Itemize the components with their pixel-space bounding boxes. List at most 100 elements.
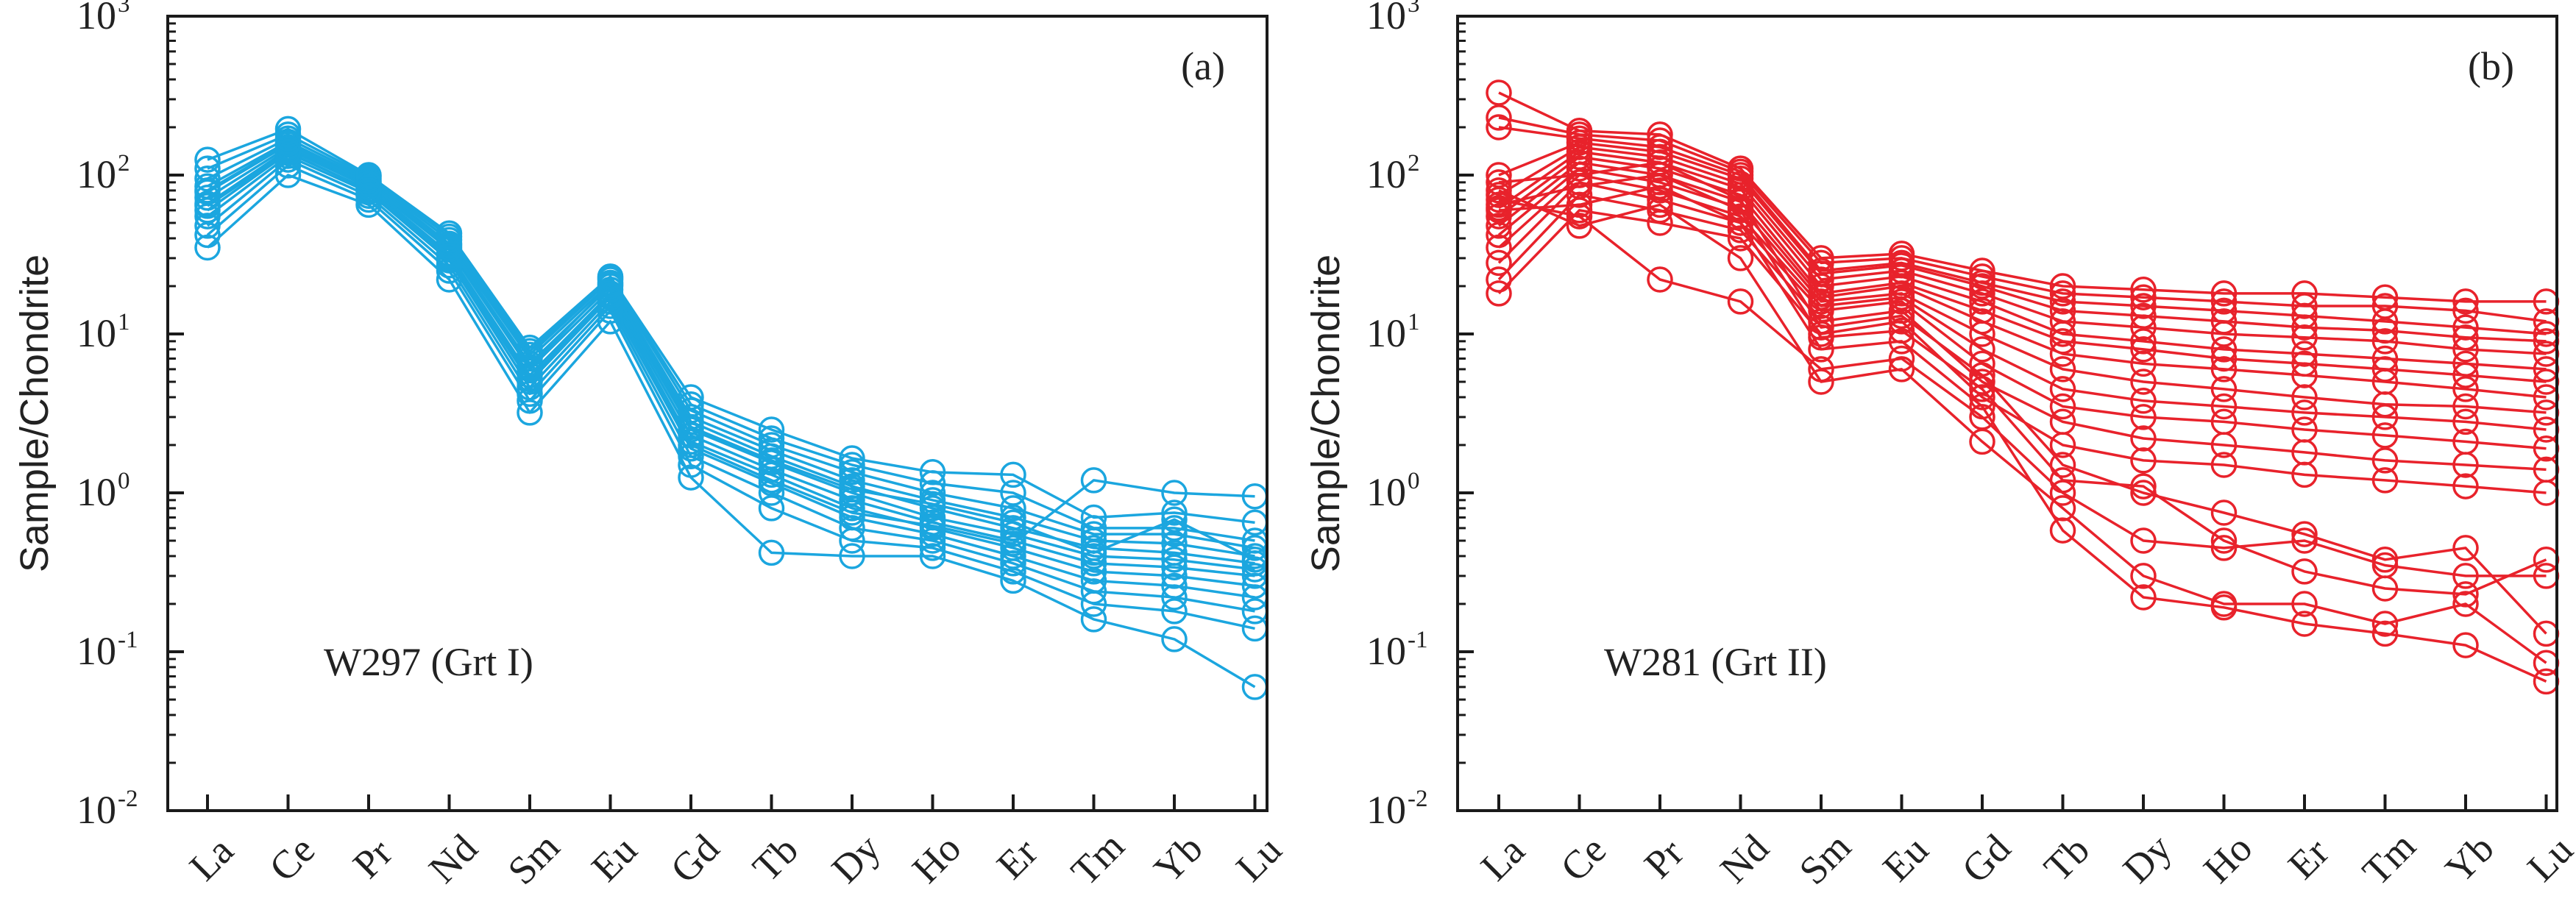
data-point-marker [678, 397, 704, 424]
y-tick-label: 10 [77, 629, 116, 673]
series-line [1498, 161, 2547, 635]
data-point-marker [1647, 210, 1673, 236]
data-point-marker [194, 146, 221, 173]
data-point-marker [2371, 356, 2399, 383]
series-line [206, 164, 1255, 630]
data-point-marker [1808, 314, 1834, 341]
data-point-marker [1969, 362, 1995, 388]
series-line [206, 154, 1255, 599]
data-point-marker [1808, 336, 1834, 363]
data-point-marker [1566, 191, 1593, 218]
panel-a-panel-label: (a) [1181, 44, 1225, 88]
data-point-marker [919, 470, 946, 497]
panel-a-plot-frame [166, 15, 1269, 812]
data-point-marker [1486, 114, 1512, 141]
data-point-marker [1888, 302, 1915, 330]
y-tick-label: 10 [77, 311, 116, 355]
data-point-marker [1727, 203, 1754, 230]
data-point-marker [1969, 321, 1995, 347]
data-point-marker [2049, 308, 2076, 335]
data-point-marker [1000, 480, 1026, 506]
data-point-marker [2291, 399, 2318, 426]
data-point-marker [919, 513, 946, 539]
data-point-marker [2130, 425, 2157, 452]
panel-a-sample-label: W297 (Grt I) [324, 640, 533, 684]
data-point-marker [1888, 317, 1915, 344]
data-point-marker [2291, 302, 2318, 330]
data-point-marker [1888, 356, 1915, 383]
data-point-marker [2130, 563, 2157, 589]
data-point-marker [2452, 336, 2479, 363]
data-point-marker [2291, 293, 2318, 319]
series-line [1497, 161, 2547, 399]
y-tick-label: 10 [1366, 629, 1406, 673]
data-point-marker [1969, 384, 1995, 410]
data-point-marker [2210, 432, 2238, 458]
y-tick-label: 10 [1366, 470, 1406, 514]
data-point-marker [436, 243, 463, 269]
data-point-marker [1000, 543, 1026, 569]
panel-b-data-markers [1486, 79, 2560, 695]
data-point-marker [274, 138, 302, 166]
data-point-marker [2130, 314, 2157, 341]
data-point-marker [2371, 308, 2399, 335]
data-point-marker [1080, 504, 1107, 531]
data-point-marker [1161, 521, 1188, 547]
data-point-marker [2371, 620, 2399, 647]
data-point-marker [678, 413, 704, 441]
series-line [1498, 116, 2547, 323]
series-line [1497, 150, 2547, 371]
data-point-marker [758, 467, 785, 494]
data-point-marker [2210, 594, 2238, 621]
data-point-marker [2210, 280, 2238, 307]
data-point-marker [194, 177, 221, 204]
data-point-marker [919, 459, 946, 485]
data-point-marker [1161, 547, 1188, 573]
data-point-marker [194, 166, 221, 192]
data-point-marker [1000, 530, 1026, 557]
data-point-marker [1161, 584, 1188, 611]
data-point-marker [2452, 288, 2479, 315]
data-point-marker [2049, 321, 2076, 347]
data-point-marker [1888, 328, 1915, 355]
data-point-marker [2291, 527, 2318, 554]
data-point-marker [1486, 203, 1512, 230]
data-point-marker [1647, 266, 1673, 293]
data-point-marker [597, 263, 624, 290]
data-point-marker [1808, 324, 1834, 351]
y-tick-exponent: 3 [1408, 0, 1420, 18]
data-point-marker [1647, 149, 1673, 176]
series-line [207, 142, 1256, 561]
y-tick-exponent: 1 [1408, 309, 1420, 335]
data-point-marker [1969, 308, 1995, 335]
data-point-marker [194, 155, 221, 182]
data-point-marker [2371, 611, 2399, 637]
data-point-marker [597, 282, 624, 309]
data-point-marker [2049, 452, 2076, 478]
data-point-marker [1161, 499, 1188, 526]
data-point-marker [1969, 350, 1995, 377]
series-line [1497, 174, 2547, 431]
y-tick-exponent: -1 [118, 627, 138, 653]
data-point-marker [2049, 288, 2076, 315]
data-point-marker [194, 193, 221, 219]
series-line [1497, 155, 2547, 383]
data-point-marker [2452, 314, 2479, 341]
data-point-marker [2371, 317, 2399, 344]
data-point-marker [2130, 336, 2157, 363]
data-point-marker [1080, 467, 1107, 494]
data-point-marker [1000, 509, 1026, 536]
data-point-marker [758, 495, 785, 522]
data-point-marker [1647, 162, 1673, 188]
data-point-marker [839, 459, 865, 485]
data-point-marker [1969, 280, 1995, 307]
data-point-marker [2371, 575, 2399, 602]
data-point-marker [2049, 432, 2076, 458]
data-point-marker [2291, 314, 2318, 341]
data-point-marker [2452, 324, 2479, 351]
data-point-marker [2452, 376, 2479, 402]
series-line [1498, 174, 2547, 596]
y-tick-label: 10 [77, 470, 116, 514]
